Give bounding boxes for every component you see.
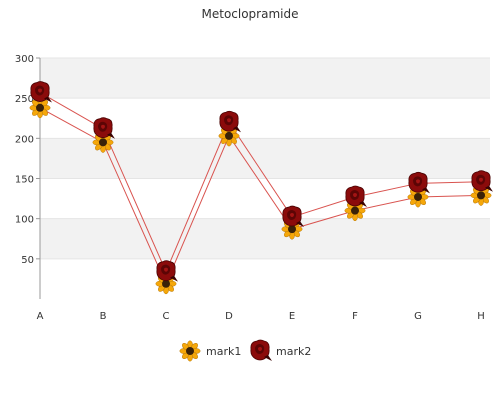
x-tick-label: A: [37, 311, 44, 322]
grid-band: [40, 218, 490, 259]
series-line-mark1: [39, 107, 482, 285]
data-point-mark2: [345, 185, 368, 208]
legend-label-mark2: mark2: [276, 345, 311, 358]
data-point-mark2: [282, 205, 305, 228]
grid-band: [40, 58, 490, 99]
x-tick-label: E: [289, 311, 295, 322]
legend: mark1 mark2: [179, 339, 311, 362]
data-point-mark2: [219, 110, 242, 133]
legend-label-mark1: mark1: [206, 345, 241, 358]
x-tick-label: H: [477, 311, 485, 322]
data-point-mark2: [93, 117, 116, 140]
chart-title: Metoclopramide: [202, 7, 299, 21]
y-tick-label: 200: [15, 134, 34, 145]
y-tick-label: 150: [15, 175, 34, 186]
x-tick-label: F: [352, 311, 358, 322]
legend-sunflower-icon: [179, 340, 201, 362]
y-tick-label: 250: [15, 94, 34, 105]
x-tick-label: G: [414, 311, 422, 322]
y-tick-label: 100: [15, 215, 34, 226]
x-tick-label: C: [163, 311, 170, 322]
series-line-mark2: [39, 92, 482, 273]
y-tick-label: 50: [21, 255, 34, 266]
grid-band: [40, 138, 490, 179]
x-tick-label: B: [100, 311, 107, 322]
y-tick-label: 300: [15, 54, 34, 65]
legend-rose-icon: [250, 339, 273, 362]
x-tick-label: D: [225, 311, 233, 322]
